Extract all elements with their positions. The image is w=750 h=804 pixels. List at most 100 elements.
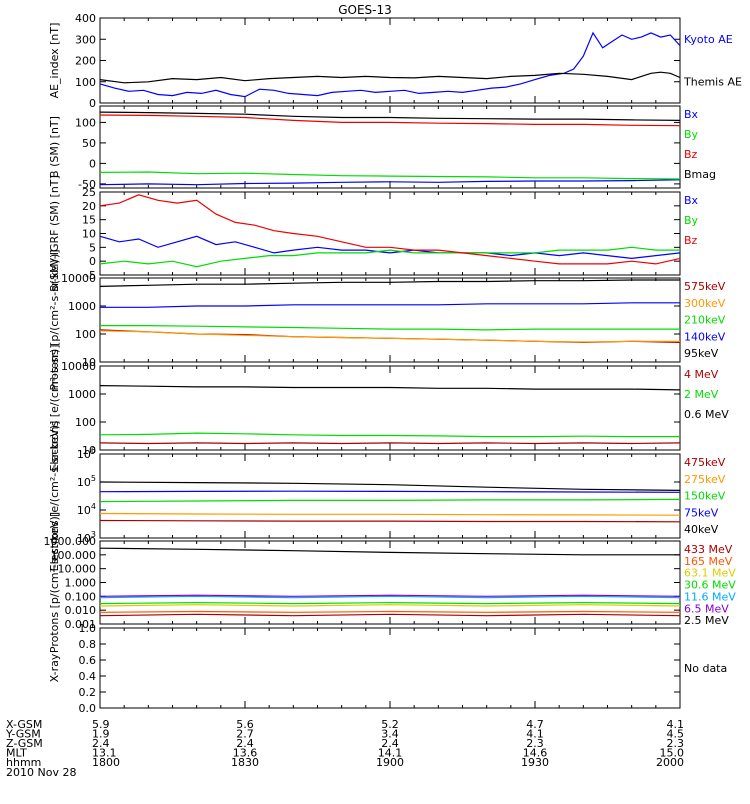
ephemeris-value-x-gsm: 5.6 [236,718,254,731]
panel-4-y-tick-label: 1000 [68,300,96,313]
series-bz-line [99,114,681,127]
series-bz-line [99,194,681,265]
panel-8-y-tick-label: 0.2 [79,686,97,699]
legend-300kev: 300keV [684,297,726,310]
panel-8-y-tick-label: 0.6 [79,654,97,667]
panel-5-y-tick-label: 1000 [68,388,96,401]
ephemeris-value-z-gsm: 2.3 [526,737,544,750]
panel-7-y-tick-label: 10.000 [58,563,97,576]
panel-6-y-tick-label: 106 [77,446,96,461]
ephemeris-value-hhmm: 1900 [376,756,404,769]
panel-3-y-tick-label: 0 [89,255,96,268]
panel-2-y-axis-label: B (SM) [nT] [48,116,61,178]
panel-1-y-tick-label: 0 [89,97,96,110]
legend-575kev: 575keV [684,280,726,293]
legend-2-5-mev: 2.5 MeV [684,614,729,627]
ephemeris-value-y-gsm: 4.1 [526,728,544,741]
legend-by: By [684,214,699,227]
panel-2-y-tick-label: 50 [82,137,96,150]
ephemeris-value-y-gsm: 3.4 [381,728,399,741]
legend-95kev: 95keV [684,347,719,360]
ephemeris-value-y-gsm: 4.5 [667,728,685,741]
panel-8-y-tick-label: 0.8 [79,638,97,651]
ephemeris-value-z-gsm: 2.4 [92,737,110,750]
series-2-5-mev-line [99,547,680,556]
legend-475kev: 475keV [684,456,726,469]
panel-2-y-tick-label: 0 [89,157,96,170]
legend-bx: Bx [684,194,699,207]
panel-2-y-tick-label: -50 [78,178,96,191]
series-150kev-line [99,498,681,503]
legend-11-6-mev: 11.6 MeV [684,590,736,603]
ephemeris-value-y-gsm: 2.7 [236,728,254,741]
panel-3-y-tick-label: 10 [82,228,96,241]
ephemeris-value-x-gsm: 5.2 [381,718,399,731]
legend-by: By [684,128,699,141]
legend-4-mev: 4 MeV [684,368,719,381]
ephemeris-value-y-gsm: 1.9 [92,728,110,741]
panel-6-y-tick-label: 104 [77,502,96,517]
series-300kev-line [99,330,680,343]
ephemeris-value-hhmm: 1800 [92,756,120,769]
legend-210kev: 210keV [684,314,726,327]
panel-7-y-tick-label: 100.000 [51,549,97,562]
ephemeris-value-mlt: 14.1 [378,747,403,760]
panel-7-y-tick-label: 0.100 [65,590,97,603]
panel-3-y-axis-label: B(SM)-IGRF (SM) [nT] [48,175,61,292]
series-0-6-mev-line [99,385,681,391]
legend-0-6-mev: 0.6 MeV [684,408,729,421]
series-bx-line [99,235,681,260]
panel-6-y-axis-label: Electrons [e/(cm²-s-sr-keV)] [48,421,61,572]
ephemeris-label-x-gsm: X-GSM [6,718,42,731]
panel-1-y-tick-label: 200 [75,55,96,68]
series-2-mev-line [99,432,680,438]
series-433-mev-line [99,613,681,617]
ephemeris-value-x-gsm: 4.1 [667,718,685,731]
panel-7-y-tick-label: 0.010 [65,604,97,617]
panel-1-y-axis-label: AE_index [nT] [48,23,61,99]
legend-40kev: 40keV [684,523,719,536]
series-bmag-line [99,111,681,121]
legend-kyoto-ae: Kyoto AE [684,33,733,46]
ephemeris-value-x-gsm: 4.7 [526,718,544,731]
panel-3-y-tick-label: 25 [82,186,96,199]
series-210kev-line [100,325,680,331]
panel-4-y-tick-label: 10 [82,356,96,369]
series-30-6-mev-line [99,601,681,605]
panel-8-y-tick-label: 0.0 [79,702,97,715]
series-4-mev-line [99,442,681,445]
ephemeris-value-mlt: 14.6 [523,747,548,760]
series-63-1-mev-line [99,604,681,607]
series-95kev-line [99,279,680,287]
panel-2-y-tick-label: 100 [75,116,96,129]
panel-5-y-axis-label: Electrons [e/(cm²-s-sr)] [48,344,61,471]
panel-1-y-tick-label: 400 [75,12,96,25]
panel-8-frame [99,627,681,709]
panel-3-y-tick-label: -5 [85,269,96,282]
ephemeris-value-x-gsm: 5.9 [92,718,110,731]
date-label: 2010 Nov 28 [6,766,76,779]
panel-8-annotation: No data [684,662,727,675]
panel-5-y-tick-label: 10000 [61,360,96,373]
legend-themis-ae: Themis AE [683,75,742,88]
panel-3-frame [99,191,681,276]
legend-275kev: 275keV [684,473,726,486]
series-575kev-line [99,329,681,344]
ephemeris-value-mlt: 13.1 [92,747,117,760]
panel-5-y-tick-label: 10 [82,444,96,457]
series-40kev-line [99,481,681,491]
ephemeris-label-mlt: MLT [6,747,27,760]
legend-bx: Bx [684,108,699,121]
series-165-mev-line [99,610,681,613]
panel-8-y-tick-label: 0.4 [79,670,97,683]
panel-4-y-tick-label: 100 [75,328,96,341]
chart-title: GOES-13 [338,3,392,17]
series-themis-ae-line [99,71,681,84]
ephemeris-value-mlt: 15.0 [660,747,685,760]
panel-6-y-tick-label: 105 [77,474,96,489]
legend-75kev: 75keV [684,506,719,519]
legend-bz: Bz [684,234,698,247]
legend-150kev: 150keV [684,490,726,503]
